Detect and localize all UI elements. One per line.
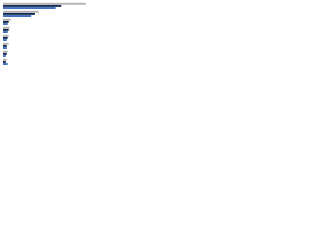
- bar: [3, 52, 7, 55]
- bar: [3, 10, 39, 13]
- bar: [3, 20, 9, 23]
- chart: [3, 2, 86, 65]
- bar: [3, 7, 56, 9]
- bar: [3, 44, 7, 47]
- bar: [3, 36, 8, 39]
- bar: [3, 4, 62, 7]
- bar: [3, 26, 10, 29]
- bar: [3, 63, 8, 65]
- bar: [3, 55, 6, 57]
- bar: [3, 31, 8, 33]
- bar: [3, 47, 7, 49]
- bar: [3, 28, 9, 31]
- bar: [3, 50, 8, 53]
- bar: [3, 23, 8, 25]
- bar: [3, 42, 9, 45]
- bar: [3, 18, 11, 21]
- bar: [3, 39, 7, 41]
- bar: [3, 60, 6, 63]
- bar: [3, 12, 35, 15]
- bar: [3, 15, 32, 17]
- bar: [3, 58, 7, 61]
- page: {"chart_data": {"type": "bar", "orientat…: [0, 0, 100, 71]
- bar: [3, 2, 86, 5]
- bar: [3, 34, 9, 37]
